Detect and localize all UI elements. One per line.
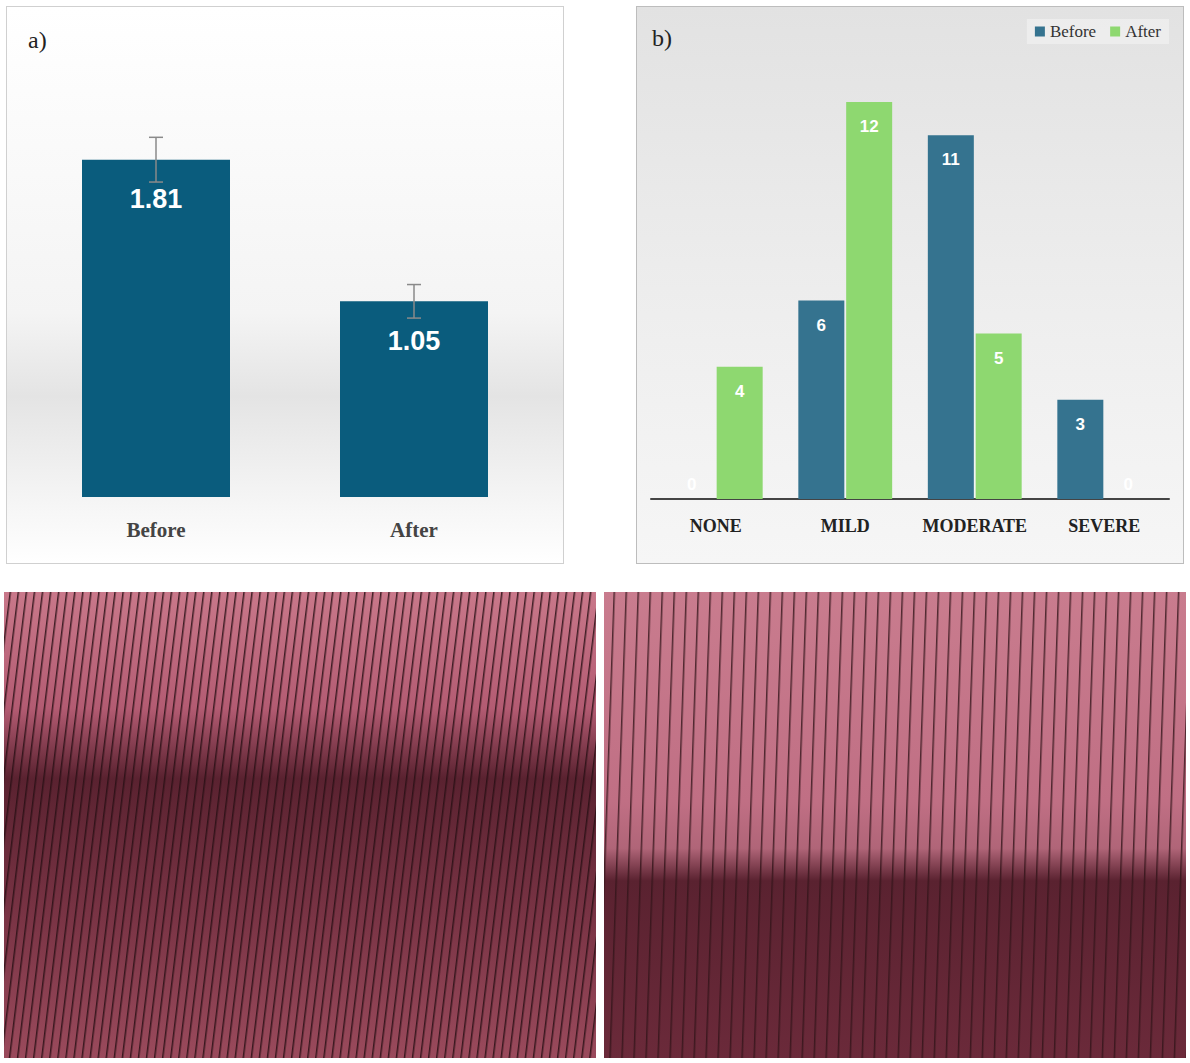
svg-text:1.81: 1.81 xyxy=(130,184,183,214)
svg-text:3: 3 xyxy=(1076,415,1085,434)
svg-text:NONE: NONE xyxy=(690,516,742,536)
svg-text:After: After xyxy=(1125,22,1161,41)
svg-text:After: After xyxy=(390,518,438,542)
svg-text:11: 11 xyxy=(942,150,960,169)
svg-text:0: 0 xyxy=(687,475,696,494)
svg-text:Before: Before xyxy=(126,518,185,542)
svg-text:a): a) xyxy=(28,27,47,53)
svg-text:0: 0 xyxy=(1123,475,1132,494)
svg-text:SEVERE: SEVERE xyxy=(1068,516,1140,536)
svg-text:6: 6 xyxy=(817,316,826,335)
svg-text:1.05: 1.05 xyxy=(388,326,441,356)
svg-text:MODERATE: MODERATE xyxy=(922,516,1027,536)
svg-text:5: 5 xyxy=(994,349,1003,368)
svg-text:12: 12 xyxy=(860,117,879,136)
svg-text:b): b) xyxy=(652,25,672,51)
svg-text:MILD: MILD xyxy=(821,516,870,536)
svg-text:4: 4 xyxy=(735,382,745,401)
svg-text:Before: Before xyxy=(1050,22,1096,41)
